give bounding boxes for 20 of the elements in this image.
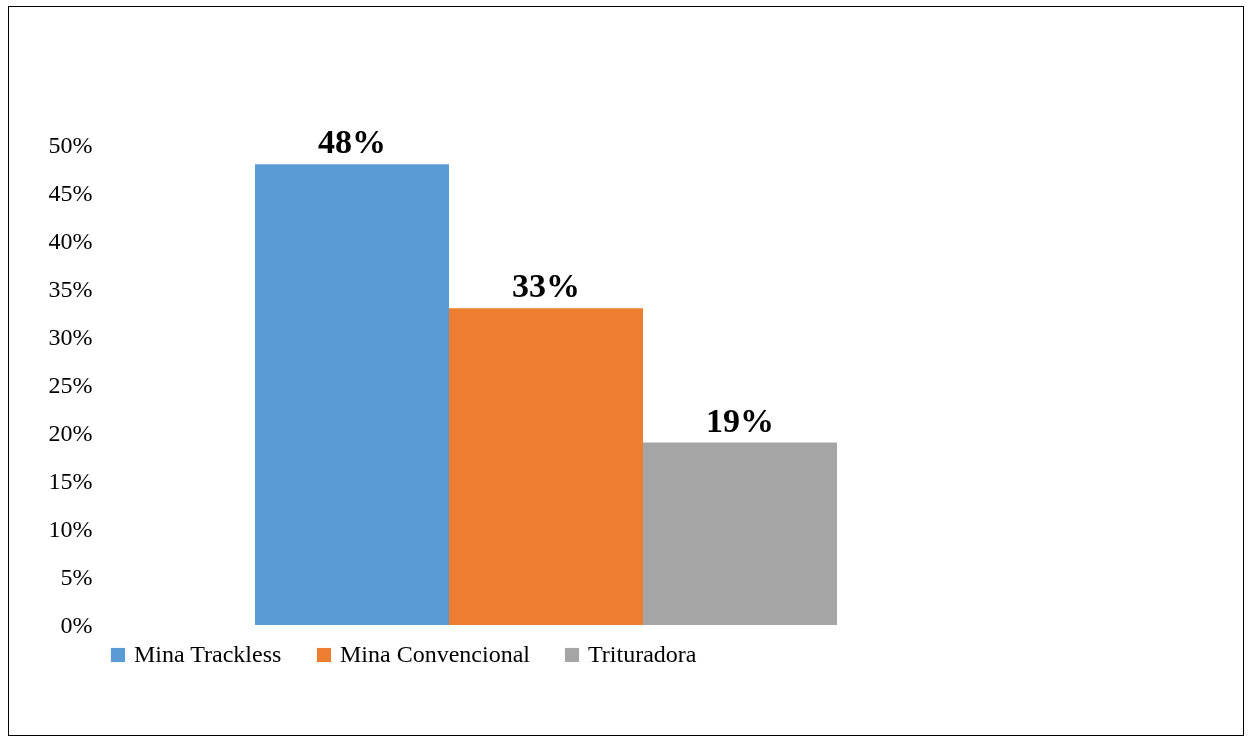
- data-label: 19%: [706, 401, 774, 439]
- legend-label: Trituradora: [588, 641, 697, 667]
- y-tick-label: 15%: [48, 467, 93, 494]
- data-label: 33%: [512, 267, 580, 305]
- bar: [643, 442, 838, 625]
- bar: [449, 308, 643, 625]
- bar: [254, 164, 449, 625]
- y-tick-label: 50%: [48, 131, 93, 158]
- y-tick-label: 30%: [48, 323, 93, 350]
- legend-label: Mina Trackless: [134, 641, 282, 667]
- y-tick-label: 10%: [48, 515, 93, 542]
- y-tick-label: 5%: [60, 563, 93, 590]
- y-tick-label: 35%: [48, 275, 93, 302]
- y-tick-label: 0%: [60, 611, 93, 638]
- data-label: 48%: [318, 123, 386, 161]
- y-tick-label: 20%: [48, 419, 93, 446]
- y-tick-label: 45%: [48, 179, 93, 206]
- y-tick-label: 25%: [48, 371, 93, 398]
- legend-label: Mina Convencional: [340, 641, 531, 667]
- y-tick-label: 40%: [48, 227, 93, 254]
